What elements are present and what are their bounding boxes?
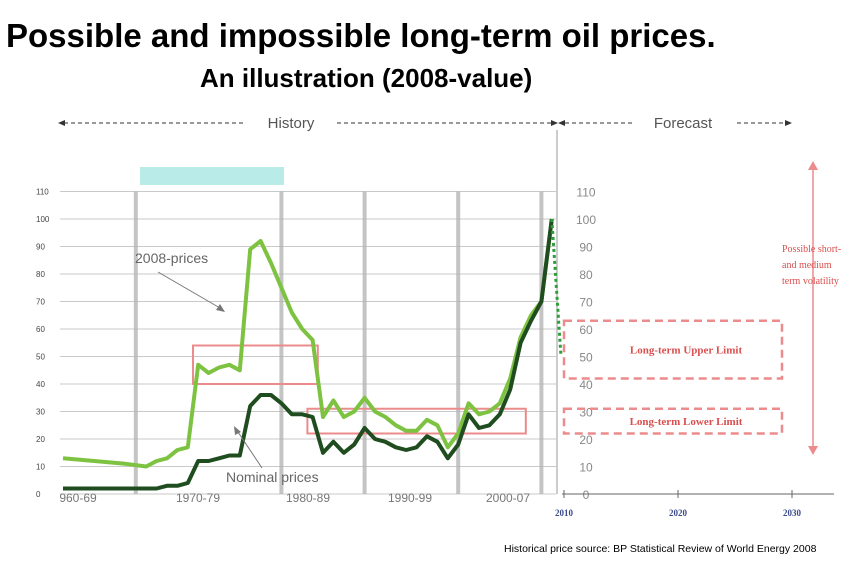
series-nominal-prices-line <box>63 218 554 491</box>
arrowhead-icon <box>785 120 792 126</box>
decade-label: 1990-99 <box>388 491 432 505</box>
pointer-2008-prices <box>157 271 221 309</box>
left-axis-tick: 50 <box>36 353 45 362</box>
left-axis-tick: 20 <box>36 435 45 444</box>
decade-label: 1980-89 <box>286 491 330 505</box>
decade-label: 1970-79 <box>176 491 220 505</box>
right-axis-tick: 110 <box>576 186 595 200</box>
chart-title: Possible and impossible long-term oil pr… <box>6 17 716 54</box>
right-axis-tick: 40 <box>579 378 593 392</box>
forecast-drop-line <box>550 218 563 357</box>
decade-label: 960-69 <box>59 491 97 505</box>
series-2008-prices-line <box>62 218 554 469</box>
arrowhead-icon <box>58 120 65 126</box>
lower-limit-band <box>562 407 784 435</box>
left-axis-tick: 90 <box>36 243 45 252</box>
right-axis-tick: 100 <box>576 213 596 227</box>
label-nominal-prices: Nominal prices <box>226 469 319 485</box>
forecast-year-label: 2010 <box>555 508 574 518</box>
right-axis-tick: 60 <box>579 323 593 337</box>
right-axis-tick: 20 <box>579 433 593 447</box>
decade-divider <box>539 191 544 494</box>
cyan-highlight-bar <box>140 167 284 185</box>
volatility-label-line: and medium <box>782 260 832 271</box>
forecast-label: Forecast <box>654 115 713 132</box>
decade-divider <box>279 191 284 494</box>
left-axis-tick: 70 <box>36 298 45 307</box>
upper-limit-label: Long-term Upper Limit <box>630 345 743 357</box>
decade-divider <box>456 191 461 494</box>
decade-label: 2000-07 <box>486 491 530 505</box>
left-axis-tick: 60 <box>36 325 45 334</box>
left-axis-tick: 0 <box>36 490 41 499</box>
forecast-year-label: 2030 <box>783 508 802 518</box>
right-axis-tick: 0 <box>583 488 590 502</box>
decade-divider <box>362 191 367 494</box>
arrowhead-icon <box>808 161 818 170</box>
upper-limit-band <box>562 319 784 380</box>
volatility-label-line: term volatility <box>782 276 839 287</box>
left-axis-tick: 100 <box>36 215 50 224</box>
history-label: History <box>268 115 315 132</box>
left-axis-tick: 40 <box>36 380 45 389</box>
decade-divider <box>133 191 138 494</box>
arrowhead-icon <box>808 446 818 455</box>
historical-range-box <box>192 344 319 385</box>
right-axis-tick: 90 <box>579 241 593 255</box>
arrowhead-icon <box>234 426 241 435</box>
pointer-nominal-prices <box>237 431 263 469</box>
arrowhead-icon <box>216 304 225 312</box>
forecast-year-label: 2020 <box>669 508 688 518</box>
historical-range-box <box>306 407 527 435</box>
right-axis-tick: 80 <box>579 268 593 282</box>
chart-subtitle: An illustration (2008-value) <box>200 63 533 93</box>
left-axis-tick: 30 <box>36 408 45 417</box>
left-axis-tick: 110 <box>36 188 49 197</box>
left-axis-tick: 10 <box>36 463 45 472</box>
volatility-label-line: Possible short- <box>782 244 841 255</box>
label-2008-prices: 2008-prices <box>135 250 208 266</box>
source-note: Historical price source: BP Statistical … <box>504 543 817 555</box>
right-axis-tick: 70 <box>579 296 593 310</box>
arrowhead-icon <box>558 120 565 126</box>
right-axis-tick: 10 <box>579 461 593 475</box>
left-axis-tick: 80 <box>36 270 45 279</box>
lower-limit-label: Long-term Lower Limit <box>630 416 743 428</box>
right-axis-tick: 50 <box>579 351 593 365</box>
arrowhead-icon <box>551 120 558 126</box>
